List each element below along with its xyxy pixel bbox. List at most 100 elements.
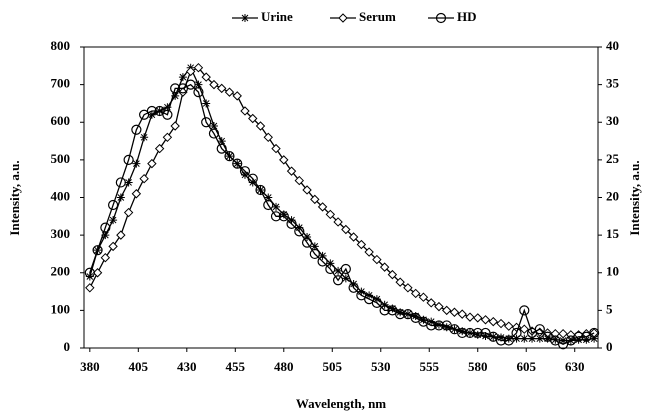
marker — [511, 327, 522, 339]
marker — [310, 194, 320, 205]
y-tick-label: 500 — [51, 151, 71, 166]
marker — [503, 335, 514, 346]
marker — [574, 335, 583, 344]
marker — [332, 275, 344, 286]
legend-marker — [435, 12, 447, 24]
marker — [271, 143, 281, 154]
y2-tick-label: 15 — [606, 226, 620, 241]
marker — [209, 122, 218, 131]
marker — [480, 315, 491, 325]
marker — [325, 263, 336, 275]
marker — [85, 283, 95, 293]
marker — [132, 159, 141, 168]
series-line — [89, 83, 595, 345]
marker — [396, 308, 405, 317]
marker — [590, 334, 599, 343]
marker — [449, 307, 460, 317]
marker — [379, 305, 390, 316]
y-tick-label: 200 — [51, 264, 71, 279]
marker — [365, 291, 374, 300]
x-tick-label: 405 — [129, 359, 149, 374]
y-tick-label: 700 — [51, 76, 71, 91]
marker — [433, 320, 445, 331]
marker — [92, 268, 103, 278]
marker — [372, 254, 382, 265]
marker — [427, 317, 436, 326]
marker — [100, 222, 111, 233]
marker — [535, 334, 544, 343]
plot-frame — [83, 46, 599, 349]
marker — [147, 110, 156, 119]
marker — [551, 335, 560, 344]
marker — [317, 256, 328, 267]
marker — [139, 173, 149, 184]
marker — [340, 263, 351, 275]
y2-tick-label: 25 — [606, 151, 620, 166]
marker — [395, 277, 405, 287]
marker — [240, 170, 249, 179]
legend-marker — [241, 14, 249, 22]
marker — [85, 272, 94, 281]
marker — [248, 113, 258, 124]
marker — [193, 62, 204, 73]
marker — [286, 166, 297, 176]
marker — [232, 158, 243, 169]
marker — [263, 132, 273, 143]
x-tick-label: 580 — [468, 359, 488, 374]
marker — [303, 233, 312, 242]
marker — [496, 318, 506, 329]
marker — [411, 312, 420, 321]
marker — [387, 269, 398, 280]
marker — [295, 223, 304, 232]
marker — [147, 158, 157, 169]
marker — [209, 79, 219, 90]
marker — [270, 211, 282, 222]
marker — [520, 334, 529, 343]
marker — [92, 245, 103, 256]
x-tick-label: 430 — [177, 359, 197, 374]
marker — [458, 327, 467, 336]
x-tick-label: 380 — [80, 359, 100, 374]
y2-tick-label: 0 — [606, 339, 613, 354]
y-tick-label: 100 — [51, 301, 71, 316]
marker — [131, 124, 142, 135]
marker — [403, 283, 413, 293]
marker — [170, 121, 180, 131]
marker — [472, 327, 483, 339]
marker — [434, 320, 443, 329]
marker — [208, 128, 220, 139]
marker — [264, 193, 273, 202]
marker — [100, 252, 111, 263]
marker — [279, 155, 289, 165]
marker — [239, 166, 251, 177]
marker — [170, 83, 181, 94]
marker — [550, 328, 561, 339]
marker — [115, 177, 126, 188]
marker — [426, 298, 436, 308]
x-tick-label: 455 — [226, 359, 246, 374]
marker — [124, 178, 133, 187]
marker — [185, 79, 196, 90]
legend-label: Urine — [261, 9, 293, 24]
marker — [457, 309, 467, 319]
marker — [178, 73, 187, 82]
marker — [248, 178, 257, 187]
marker — [395, 309, 406, 320]
legend-label: Serum — [359, 9, 396, 24]
marker — [573, 331, 584, 342]
y2-tick-label: 5 — [606, 301, 613, 316]
marker — [534, 324, 545, 335]
marker — [232, 91, 242, 101]
marker — [154, 143, 165, 154]
marker — [442, 305, 452, 316]
marker — [317, 202, 328, 212]
marker — [318, 251, 327, 260]
marker — [108, 241, 118, 252]
y-tick-label: 600 — [51, 113, 71, 128]
marker — [279, 210, 288, 219]
marker — [388, 304, 397, 313]
marker — [185, 66, 196, 77]
marker — [348, 282, 359, 293]
marker — [434, 301, 444, 312]
y2-tick-label: 35 — [606, 76, 620, 91]
